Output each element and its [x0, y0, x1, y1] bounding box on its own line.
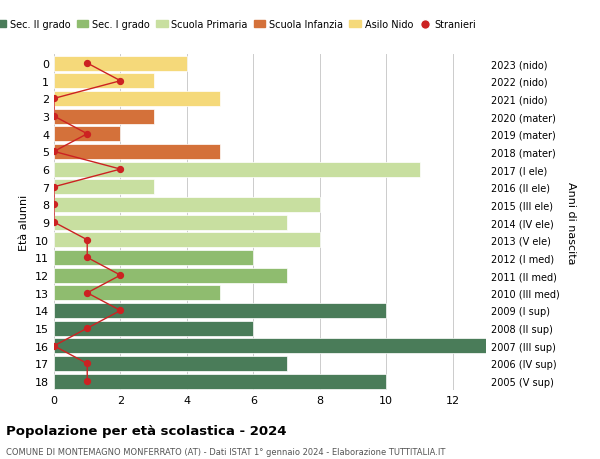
Legend: Sec. II grado, Sec. I grado, Scuola Primaria, Scuola Infanzia, Asilo Nido, Stran: Sec. II grado, Sec. I grado, Scuola Prim…	[0, 17, 480, 34]
Bar	[54, 303, 386, 318]
Bar	[54, 180, 154, 195]
Point	[49, 148, 59, 156]
Point	[82, 290, 92, 297]
Text: Popolazione per età scolastica - 2024: Popolazione per età scolastica - 2024	[6, 425, 287, 437]
Bar	[54, 145, 220, 160]
Point	[49, 219, 59, 226]
Bar	[54, 251, 253, 265]
Point	[116, 272, 125, 279]
Bar	[54, 162, 419, 177]
Point	[82, 325, 92, 332]
Bar	[54, 109, 154, 124]
Bar	[54, 321, 253, 336]
Bar	[54, 268, 287, 283]
Point	[49, 342, 59, 350]
Point	[49, 113, 59, 120]
Y-axis label: Anni di nascita: Anni di nascita	[566, 181, 576, 264]
Bar	[54, 374, 386, 389]
Bar	[54, 56, 187, 72]
Bar	[54, 215, 287, 230]
Point	[82, 60, 92, 67]
Point	[82, 360, 92, 367]
Point	[82, 254, 92, 262]
Bar	[54, 285, 220, 301]
Point	[49, 184, 59, 191]
Bar	[54, 74, 154, 89]
Bar	[54, 339, 486, 353]
Point	[116, 78, 125, 85]
Y-axis label: Età alunni: Età alunni	[19, 195, 29, 251]
Point	[49, 95, 59, 103]
Point	[116, 166, 125, 174]
Bar	[54, 356, 287, 371]
Bar	[54, 92, 220, 106]
Bar	[54, 233, 320, 248]
Text: COMUNE DI MONTEMAGNO MONFERRATO (AT) - Dati ISTAT 1° gennaio 2024 - Elaborazione: COMUNE DI MONTEMAGNO MONFERRATO (AT) - D…	[6, 448, 445, 457]
Bar	[54, 127, 121, 142]
Point	[82, 131, 92, 138]
Point	[82, 236, 92, 244]
Bar	[54, 197, 320, 213]
Point	[116, 307, 125, 314]
Point	[49, 202, 59, 209]
Point	[82, 378, 92, 385]
